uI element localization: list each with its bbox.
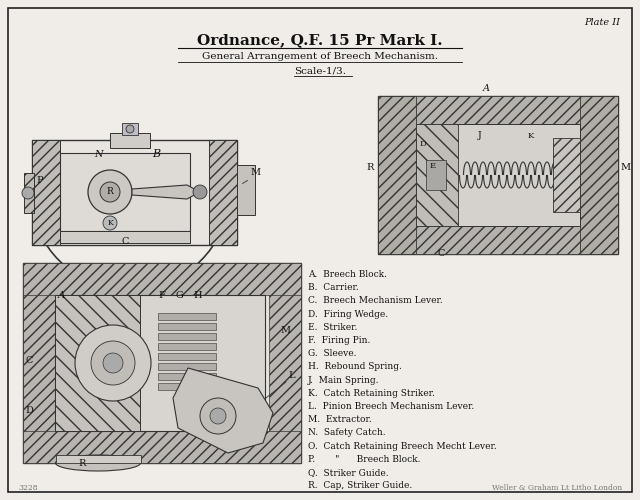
Bar xyxy=(23,263,301,463)
Bar xyxy=(110,133,150,148)
Circle shape xyxy=(103,353,123,373)
Bar xyxy=(32,140,237,245)
Bar xyxy=(56,455,141,463)
Text: E.  Striker.: E. Striker. xyxy=(308,323,357,332)
Text: P: P xyxy=(36,176,43,185)
Text: Ordnance, Q.F. 15 Pr Mark I.: Ordnance, Q.F. 15 Pr Mark I. xyxy=(197,33,443,47)
Bar xyxy=(378,96,618,254)
Text: J: J xyxy=(478,131,482,140)
Ellipse shape xyxy=(56,455,141,471)
Bar xyxy=(122,123,138,135)
Bar xyxy=(269,263,301,463)
Text: Q.  Striker Guide.: Q. Striker Guide. xyxy=(308,468,388,477)
Text: G.  Sleeve.: G. Sleeve. xyxy=(308,349,356,358)
Text: D.  Firing Wedge.: D. Firing Wedge. xyxy=(308,310,388,318)
Circle shape xyxy=(103,216,117,230)
Text: A: A xyxy=(58,291,65,300)
Circle shape xyxy=(88,170,132,214)
Circle shape xyxy=(22,187,34,199)
Bar xyxy=(55,295,265,431)
Bar xyxy=(416,124,458,226)
Bar xyxy=(24,173,34,213)
Text: M.  Extractor.: M. Extractor. xyxy=(308,415,372,424)
Bar xyxy=(378,96,416,254)
Text: E: E xyxy=(430,162,436,170)
Text: C: C xyxy=(438,249,445,258)
Bar xyxy=(416,96,580,124)
Bar xyxy=(158,343,216,350)
Bar xyxy=(23,263,55,463)
Text: B: B xyxy=(152,149,160,159)
Bar xyxy=(60,231,190,243)
Text: N.  Safety Catch.: N. Safety Catch. xyxy=(308,428,386,438)
Text: M: M xyxy=(620,163,630,172)
Bar xyxy=(209,140,237,245)
Circle shape xyxy=(200,398,236,434)
Circle shape xyxy=(91,341,135,385)
Circle shape xyxy=(75,325,151,401)
Bar xyxy=(158,313,216,320)
Circle shape xyxy=(126,125,134,133)
Text: K: K xyxy=(528,132,534,140)
Text: Plate II: Plate II xyxy=(584,18,620,27)
Text: J.  Main Spring.: J. Main Spring. xyxy=(308,376,380,384)
Bar xyxy=(23,263,301,295)
Text: P.       "      Breech Block.: P. " Breech Block. xyxy=(308,455,420,464)
Text: F.  Firing Pin.: F. Firing Pin. xyxy=(308,336,371,345)
Text: H: H xyxy=(193,291,202,300)
Text: 3228: 3228 xyxy=(18,484,38,492)
Text: C: C xyxy=(122,237,129,246)
Bar xyxy=(23,431,301,463)
Polygon shape xyxy=(173,368,273,453)
Text: A.  Breech Block.: A. Breech Block. xyxy=(308,270,387,279)
Text: General Arrangement of Breech Mechanism.: General Arrangement of Breech Mechanism. xyxy=(202,52,438,61)
Bar xyxy=(426,160,446,190)
Text: L.  Pinion Breech Mechanism Lever.: L. Pinion Breech Mechanism Lever. xyxy=(308,402,474,411)
Text: O.  Catch Retaining Breech Mecht Lever.: O. Catch Retaining Breech Mecht Lever. xyxy=(308,442,497,450)
Text: A: A xyxy=(483,84,490,93)
Bar xyxy=(580,96,618,254)
Text: M: M xyxy=(250,168,260,177)
Text: Scale-1/3.: Scale-1/3. xyxy=(294,66,346,75)
Text: R: R xyxy=(107,188,113,196)
Bar xyxy=(416,124,580,226)
Text: R.  Cap, Striker Guide.: R. Cap, Striker Guide. xyxy=(308,481,412,490)
Circle shape xyxy=(193,185,207,199)
Bar xyxy=(60,153,190,231)
Bar xyxy=(32,140,60,245)
Bar xyxy=(158,383,216,390)
Circle shape xyxy=(100,182,120,202)
Bar xyxy=(158,353,216,360)
Bar xyxy=(158,333,216,340)
Circle shape xyxy=(210,408,226,424)
Text: D: D xyxy=(25,406,33,415)
Bar xyxy=(237,165,255,215)
Text: L: L xyxy=(288,371,294,380)
Text: N: N xyxy=(94,150,102,159)
Bar xyxy=(158,363,216,370)
Text: C: C xyxy=(25,356,33,365)
Text: B.  Carrier.: B. Carrier. xyxy=(308,283,359,292)
Text: K: K xyxy=(107,219,113,227)
Bar xyxy=(158,373,216,380)
Bar xyxy=(416,226,580,254)
Bar xyxy=(553,138,580,212)
Text: Weller & Graham Lt Litho London: Weller & Graham Lt Litho London xyxy=(492,484,622,492)
Text: H.  Rebound Spring.: H. Rebound Spring. xyxy=(308,362,402,372)
Text: D: D xyxy=(420,140,427,148)
Text: R: R xyxy=(78,459,85,468)
Text: R: R xyxy=(366,163,373,172)
Text: C.  Breech Mechanism Lever.: C. Breech Mechanism Lever. xyxy=(308,296,443,306)
Text: K.  Catch Retaining Striker.: K. Catch Retaining Striker. xyxy=(308,389,435,398)
Polygon shape xyxy=(132,185,200,199)
Text: G: G xyxy=(176,291,184,300)
Text: M: M xyxy=(280,326,290,335)
Bar xyxy=(55,295,140,431)
Text: F: F xyxy=(158,291,165,300)
Bar xyxy=(158,323,216,330)
